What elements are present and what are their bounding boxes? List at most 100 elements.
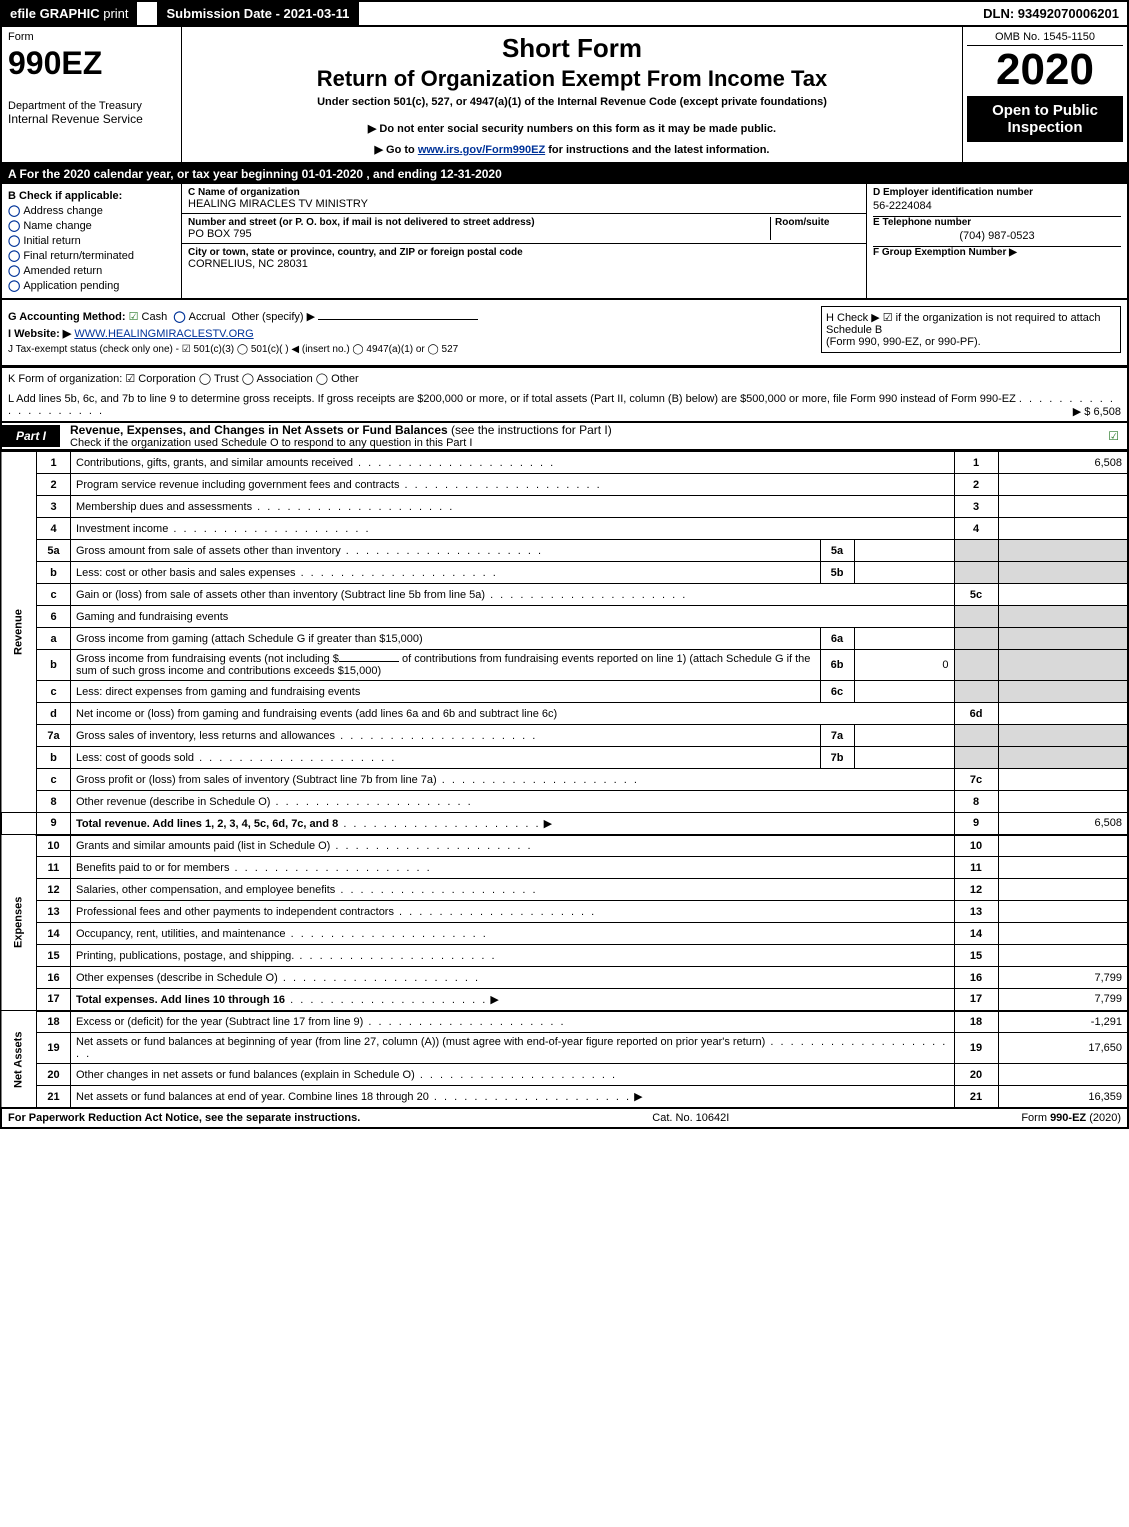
chk-address[interactable]: ◯Address change xyxy=(8,204,175,217)
street-label: Number and street (or P. O. box, if mail… xyxy=(188,217,770,228)
part1-badge: Part I xyxy=(2,425,60,447)
table-row: 4 Investment income 4 xyxy=(1,518,1128,540)
table-row: Expenses 10 Grants and similar amounts p… xyxy=(1,835,1128,857)
under-section: Under section 501(c), 527, or 4947(a)(1)… xyxy=(188,96,956,108)
table-row: b Gross income from fundraising events (… xyxy=(1,650,1128,681)
chk-cash-icon: ☑ xyxy=(129,311,139,323)
tax-year: 2020 xyxy=(967,48,1123,92)
a-tax-year-line: A For the 2020 calendar year, or tax yea… xyxy=(0,164,1129,184)
footer-cat: Cat. No. 10642I xyxy=(652,1112,729,1124)
table-row: 6 Gaming and fundraising events xyxy=(1,606,1128,628)
open-to-public: Open to Public Inspection xyxy=(967,96,1123,142)
part1-sub: (see the instructions for Part I) xyxy=(451,423,612,437)
table-row: 8 Other revenue (describe in Schedule O)… xyxy=(1,791,1128,813)
misc-block: H Check ▶ ☑ if the organization is not r… xyxy=(0,300,1129,367)
table-row: 2 Program service revenue including gove… xyxy=(1,474,1128,496)
side-expenses: Expenses xyxy=(1,835,37,1011)
chk-accrual-icon: ◯ xyxy=(173,311,185,323)
group-exemption-label: F Group Exemption Number ▶ xyxy=(873,247,1121,258)
dept-treasury: Department of the Treasury xyxy=(8,100,175,112)
part1-check-text: Check if the organization used Schedule … xyxy=(70,437,612,449)
table-row: 14 Occupancy, rent, utilities, and maint… xyxy=(1,923,1128,945)
tel: (704) 987-0523 xyxy=(873,230,1121,247)
goto-link[interactable]: www.irs.gov/Form990EZ xyxy=(418,144,545,156)
header-right: OMB No. 1545-1150 2020 Open to Public In… xyxy=(962,27,1127,162)
form-header: Form 990EZ Department of the Treasury In… xyxy=(0,25,1129,164)
table-row: 7a Gross sales of inventory, less return… xyxy=(1,725,1128,747)
goto-line: ▶ Go to www.irs.gov/Form990EZ for instru… xyxy=(188,143,956,156)
footer-left: For Paperwork Reduction Act Notice, see … xyxy=(8,1112,360,1124)
b-title: B Check if applicable: xyxy=(8,190,175,202)
goto-pre: ▶ Go to xyxy=(375,144,418,156)
website-link[interactable]: WWW.HEALINGMIRACLESTV.ORG xyxy=(74,328,253,340)
table-row: d Net income or (loss) from gaming and f… xyxy=(1,703,1128,725)
l-text: L Add lines 5b, 6c, and 7b to line 9 to … xyxy=(8,393,1016,405)
part1-check-icon: ☑ xyxy=(1108,429,1119,443)
efile-badge: efile GRAPHIC print xyxy=(2,2,137,25)
chk-initial[interactable]: ◯Initial return xyxy=(8,234,175,247)
info-block: B Check if applicable: ◯Address change ◯… xyxy=(0,184,1129,300)
form-number: 990EZ xyxy=(8,45,175,82)
return-title: Return of Organization Exempt From Incom… xyxy=(188,66,956,92)
table-row: 13 Professional fees and other payments … xyxy=(1,901,1128,923)
chk-amended[interactable]: ◯Amended return xyxy=(8,264,175,277)
lines-table: Revenue 1 Contributions, gifts, grants, … xyxy=(0,451,1129,1108)
print-link[interactable]: print xyxy=(103,6,128,21)
table-row: c Gross profit or (loss) from sales of i… xyxy=(1,769,1128,791)
tel-label: E Telephone number xyxy=(873,217,1121,228)
table-row: 3 Membership dues and assessments 3 xyxy=(1,496,1128,518)
part1-title: Revenue, Expenses, and Changes in Net As… xyxy=(70,423,448,437)
top-bar: efile GRAPHIC print Submission Date - 20… xyxy=(0,0,1129,25)
table-row: 12 Salaries, other compensation, and emp… xyxy=(1,879,1128,901)
col-d-ids: D Employer identification number 56-2224… xyxy=(867,184,1127,298)
website-label: I Website: ▶ xyxy=(8,328,71,340)
goto-post: for instructions and the latest informat… xyxy=(545,144,769,156)
side-revenue: Revenue xyxy=(1,452,37,813)
ein: 56-2224084 xyxy=(873,200,1121,217)
table-row: 11 Benefits paid to or for members 11 xyxy=(1,857,1128,879)
side-netassets: Net Assets xyxy=(1,1011,37,1108)
h-box: H Check ▶ ☑ if the organization is not r… xyxy=(821,306,1121,353)
table-row: 21 Net assets or fund balances at end of… xyxy=(1,1086,1128,1108)
table-row: 16 Other expenses (describe in Schedule … xyxy=(1,967,1128,989)
ssn-warning: ▶ Do not enter social security numbers o… xyxy=(188,122,956,135)
org-name: HEALING MIRACLES TV MINISTRY xyxy=(188,198,860,210)
room-label: Room/suite xyxy=(775,217,860,228)
ein-label: D Employer identification number xyxy=(873,187,1121,198)
efile-text: efile xyxy=(10,6,36,21)
header-left: Form 990EZ Department of the Treasury In… xyxy=(2,27,182,162)
g-label: G Accounting Method: xyxy=(8,311,126,323)
l-gross-receipts: L Add lines 5b, 6c, and 7b to line 9 to … xyxy=(0,389,1129,422)
h-text1: H Check ▶ ☑ if the organization is not r… xyxy=(826,311,1116,336)
city: CORNELIUS, NC 28031 xyxy=(188,258,860,270)
dept-irs: Internal Revenue Service xyxy=(8,112,175,126)
table-row: 20 Other changes in net assets or fund b… xyxy=(1,1064,1128,1086)
table-row: 9 Total revenue. Add lines 1, 2, 3, 4, 5… xyxy=(1,813,1128,835)
dln: DLN: 93492070006201 xyxy=(975,2,1127,25)
table-row: Revenue 1 Contributions, gifts, grants, … xyxy=(1,452,1128,474)
org-name-label: C Name of organization xyxy=(188,187,860,198)
table-row: 19 Net assets or fund balances at beginn… xyxy=(1,1033,1128,1064)
table-row: c Gain or (loss) from sale of assets oth… xyxy=(1,584,1128,606)
table-row: b Less: cost or other basis and sales ex… xyxy=(1,562,1128,584)
chk-name[interactable]: ◯Name change xyxy=(8,219,175,232)
col-b-checkboxes: B Check if applicable: ◯Address change ◯… xyxy=(2,184,182,298)
street: PO BOX 795 xyxy=(188,228,770,240)
city-label: City or town, state or province, country… xyxy=(188,247,860,258)
submission-date: Submission Date - 2021-03-11 xyxy=(157,2,360,25)
h-text2: (Form 990, 990-EZ, or 990-PF). xyxy=(826,336,1116,348)
org-name-row: C Name of organization HEALING MIRACLES … xyxy=(182,184,866,214)
chk-final[interactable]: ◯Final return/terminated xyxy=(8,249,175,262)
k-form-org: K Form of organization: ☑ Corporation ◯ … xyxy=(0,367,1129,389)
col-c-org: C Name of organization HEALING MIRACLES … xyxy=(182,184,867,298)
table-row: 15 Printing, publications, postage, and … xyxy=(1,945,1128,967)
l-amount: ▶ $ 6,508 xyxy=(1073,405,1121,418)
short-form-title: Short Form xyxy=(188,33,956,64)
footer-right: Form 990-EZ (2020) xyxy=(1021,1112,1121,1124)
city-row: City or town, state or province, country… xyxy=(182,244,866,273)
chk-application[interactable]: ◯Application pending xyxy=(8,279,175,292)
omb-number: OMB No. 1545-1150 xyxy=(967,31,1123,46)
form-label: Form xyxy=(8,31,175,43)
part1-header: Part I Revenue, Expenses, and Changes in… xyxy=(0,422,1129,451)
graphic-text: GRAPHIC xyxy=(40,6,100,21)
